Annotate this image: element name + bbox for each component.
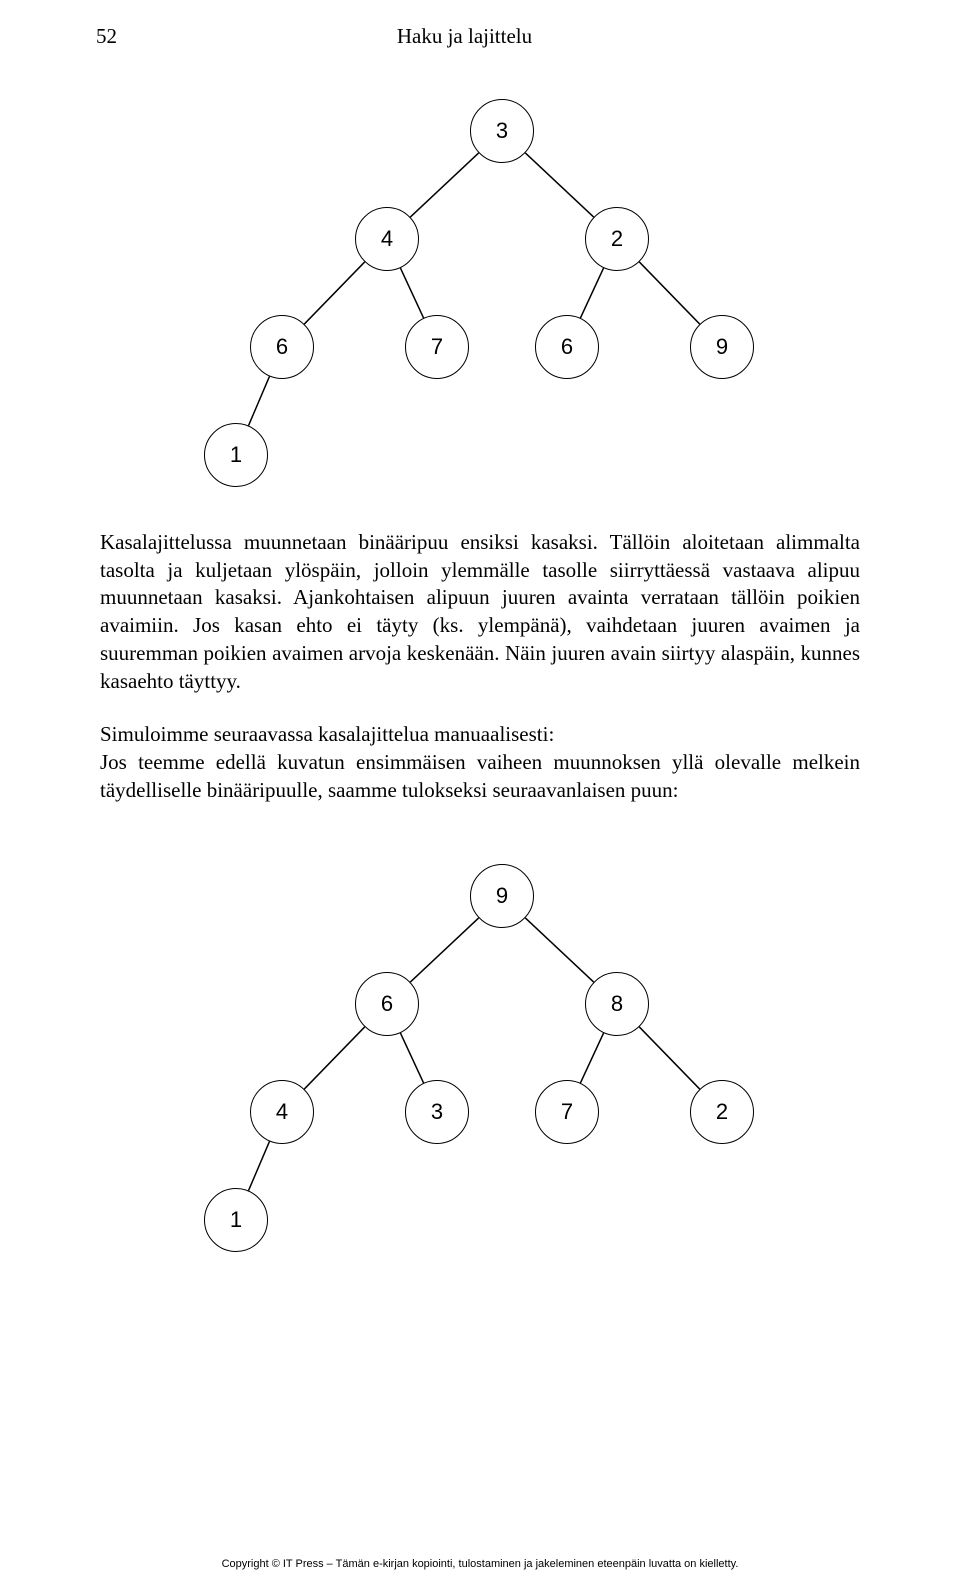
tree-node: 3 <box>470 99 534 163</box>
tree-node: 9 <box>470 864 534 928</box>
chapter-title: Haku ja lajittelu <box>69 24 860 49</box>
paragraph-1: Kasalajittelussa muunnetaan binääripuu e… <box>0 529 960 695</box>
tree-node: 7 <box>405 315 469 379</box>
paragraph-2: Simuloimme seuraavassa kasalajittelua ma… <box>0 721 960 804</box>
page-header: 52 Haku ja lajittelu <box>0 0 960 49</box>
tree-node: 3 <box>405 1080 469 1144</box>
tree-node: 6 <box>355 972 419 1036</box>
tree-node: 8 <box>585 972 649 1036</box>
tree-node: 1 <box>204 1188 268 1252</box>
tree-node: 1 <box>204 423 268 487</box>
tree-node: 2 <box>690 1080 754 1144</box>
tree-node: 4 <box>355 207 419 271</box>
tree-node: 4 <box>250 1080 314 1144</box>
tree-node: 6 <box>535 315 599 379</box>
tree-diagram-1: 34 2 6 7 6 9 1 <box>130 99 830 499</box>
tree-node: 6 <box>250 315 314 379</box>
tree-diagram-2: 96 8 4 3 7 2 1 <box>130 864 830 1264</box>
copyright-footer: Copyright © IT Press – Tämän e-kirjan ko… <box>0 1558 960 1570</box>
tree-node: 9 <box>690 315 754 379</box>
tree-node: 7 <box>535 1080 599 1144</box>
tree-node: 2 <box>585 207 649 271</box>
